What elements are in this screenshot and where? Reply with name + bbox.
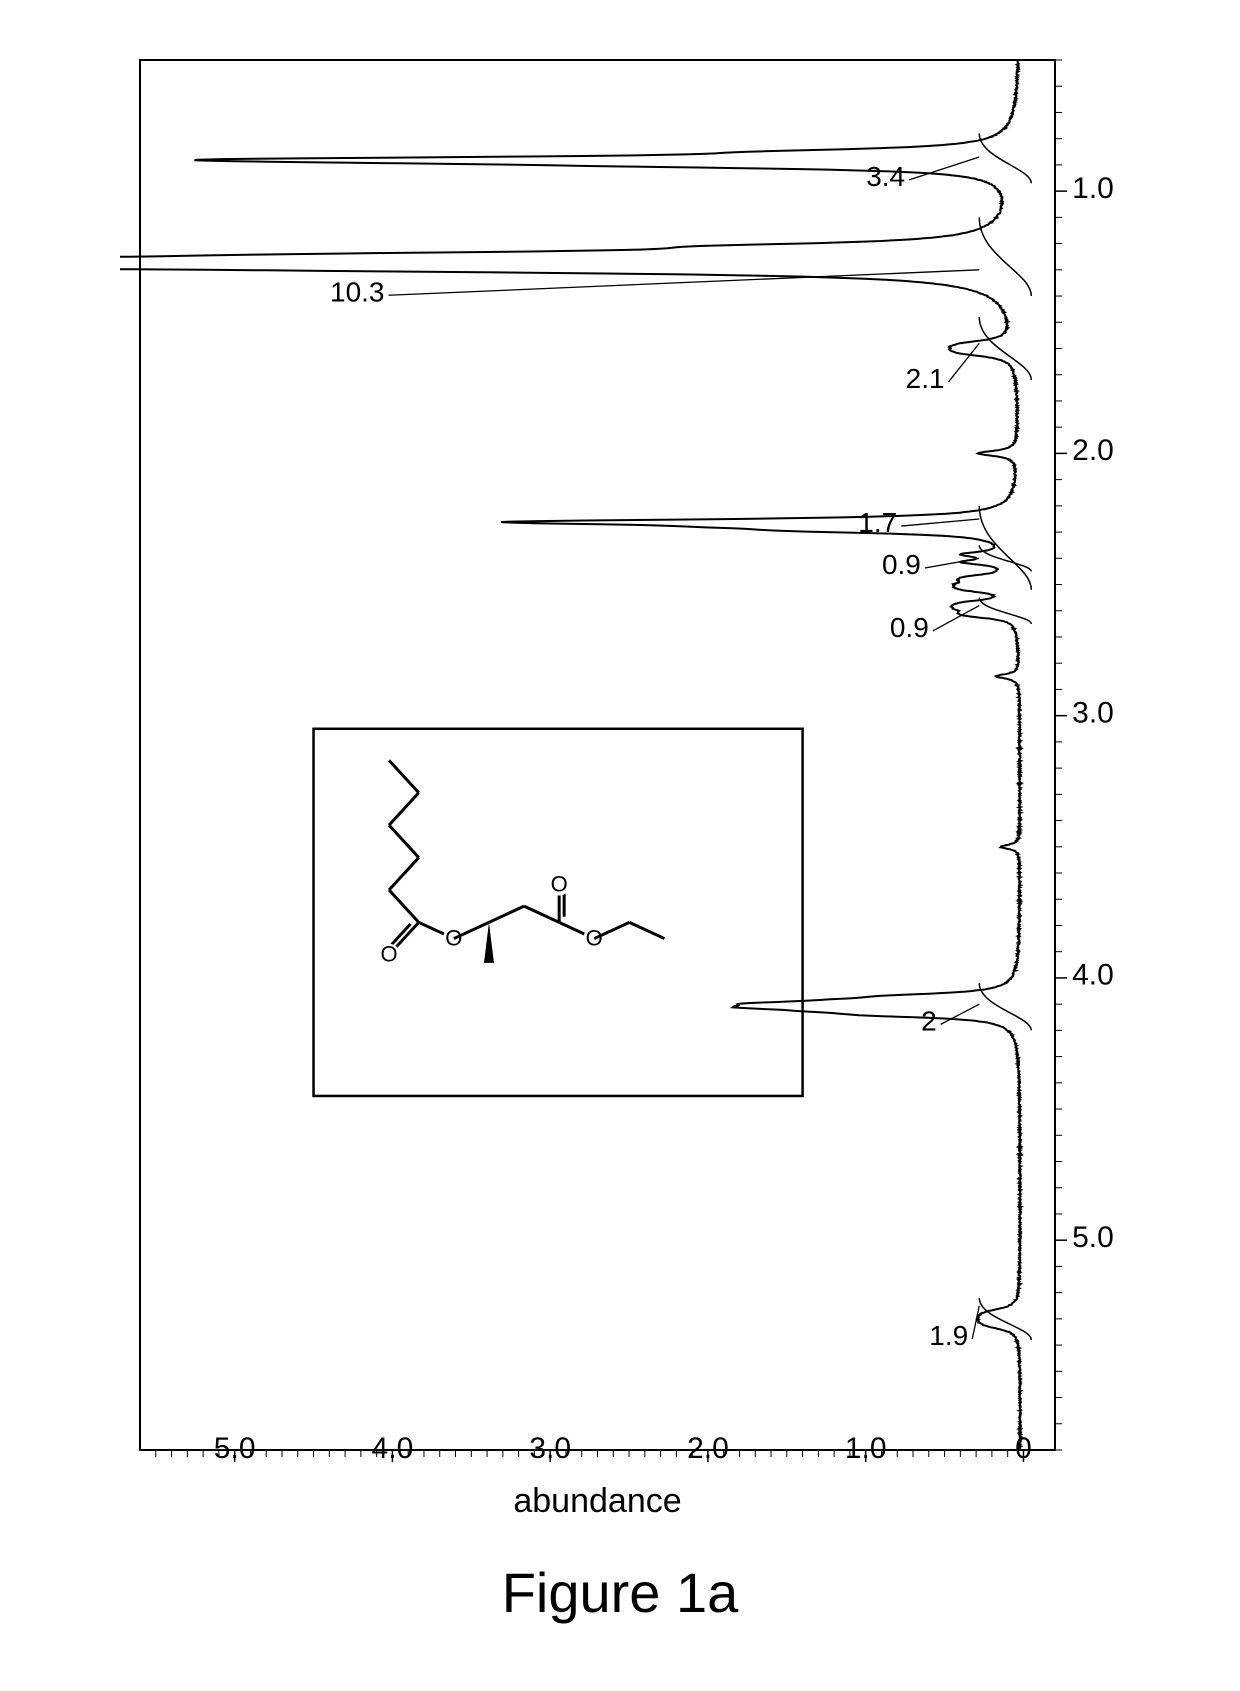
svg-text:0: 0 (1015, 1432, 1032, 1465)
integral-label: 0.9 (882, 549, 921, 580)
svg-text:O: O (551, 871, 568, 896)
svg-text:5.0: 5.0 (214, 1432, 256, 1465)
abundance-axis-label: abundance (513, 1482, 681, 1520)
svg-text:2.0: 2.0 (1072, 434, 1114, 467)
integral-label: 1.9 (929, 1320, 968, 1351)
integral-label: 2.1 (906, 363, 945, 394)
nmr-spectrum-chart: 0 1.0 2.0 3.0 4.0 5.0 abundance 1.0 2.0 3.0 4.0 5.0… (120, 40, 1150, 1520)
figure-caption: Figure 1a (0, 1560, 1240, 1625)
svg-text:O: O (380, 942, 397, 967)
svg-text:5.0: 5.0 (1072, 1221, 1114, 1254)
svg-text:1.0: 1.0 (1072, 172, 1114, 205)
svg-text:4.0: 4.0 (372, 1432, 414, 1465)
svg-text:1.0: 1.0 (845, 1432, 887, 1465)
svg-text:2.0: 2.0 (687, 1432, 729, 1465)
svg-text:3.0: 3.0 (529, 1432, 571, 1465)
integral-label: 2 (921, 1005, 937, 1036)
integral-label: 10.3 (330, 276, 385, 307)
nmr-svg: 0 1.0 2.0 3.0 4.0 5.0 abundance 1.0 2.0 3.0 4.0 5.0… (120, 40, 1150, 1520)
integral-label: 3.4 (866, 161, 905, 192)
svg-text:3.0: 3.0 (1072, 696, 1114, 729)
integral-label: 0.9 (890, 612, 929, 643)
integral-label: 1.7 (858, 507, 897, 538)
svg-text:4.0: 4.0 (1072, 959, 1114, 992)
